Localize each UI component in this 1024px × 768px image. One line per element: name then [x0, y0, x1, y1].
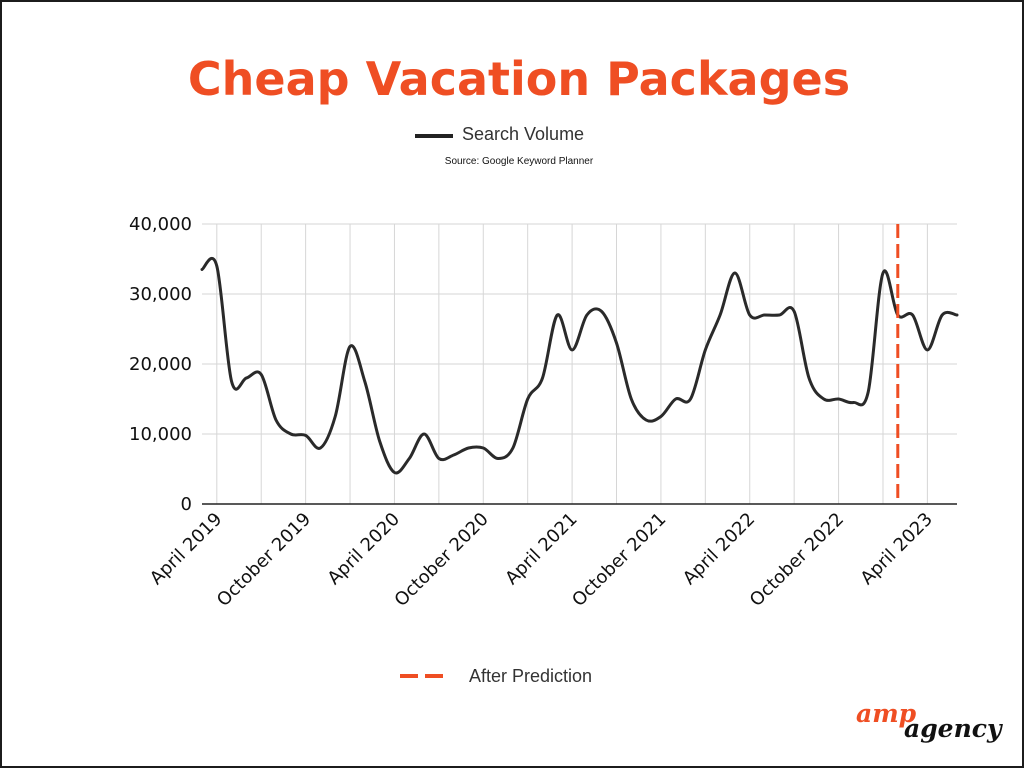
- y-tick-label: 40,000: [129, 214, 192, 235]
- x-tick-label: October 2022: [746, 509, 848, 611]
- y-axis: 0 10,000 20,000 30,000 40,000: [129, 214, 192, 515]
- x-tick-label: April 2023: [857, 509, 937, 589]
- chart-title: Cheap Vacation Packages: [188, 52, 850, 106]
- x-tick-label: October 2021: [568, 509, 670, 611]
- y-tick-label: 20,000: [129, 354, 192, 375]
- y-tick-label: 10,000: [129, 424, 192, 445]
- amp-agency-logo: amp agency: [856, 699, 1003, 743]
- x-tick-label: April 2021: [501, 509, 581, 589]
- legend-after-prediction-label: After Prediction: [469, 666, 592, 686]
- grid: [202, 223, 957, 505]
- x-tick-label: April 2020: [324, 509, 404, 589]
- x-tick-label: October 2020: [391, 509, 493, 611]
- series-line-search-volume: [200, 257, 959, 475]
- series-layer: [200, 257, 959, 475]
- chart-source: Source: Google Keyword Planner: [445, 156, 594, 167]
- legend-search-volume-label: Search Volume: [462, 124, 584, 144]
- logo-amp-text: amp: [856, 699, 917, 728]
- x-tick-label: April 2019: [146, 509, 226, 589]
- x-tick-label: October 2019: [213, 509, 315, 611]
- y-tick-label: 0: [181, 494, 192, 515]
- logo-agency-text: agency: [904, 714, 1003, 743]
- x-tick-label: April 2022: [679, 509, 759, 589]
- y-tick-label: 30,000: [129, 284, 192, 305]
